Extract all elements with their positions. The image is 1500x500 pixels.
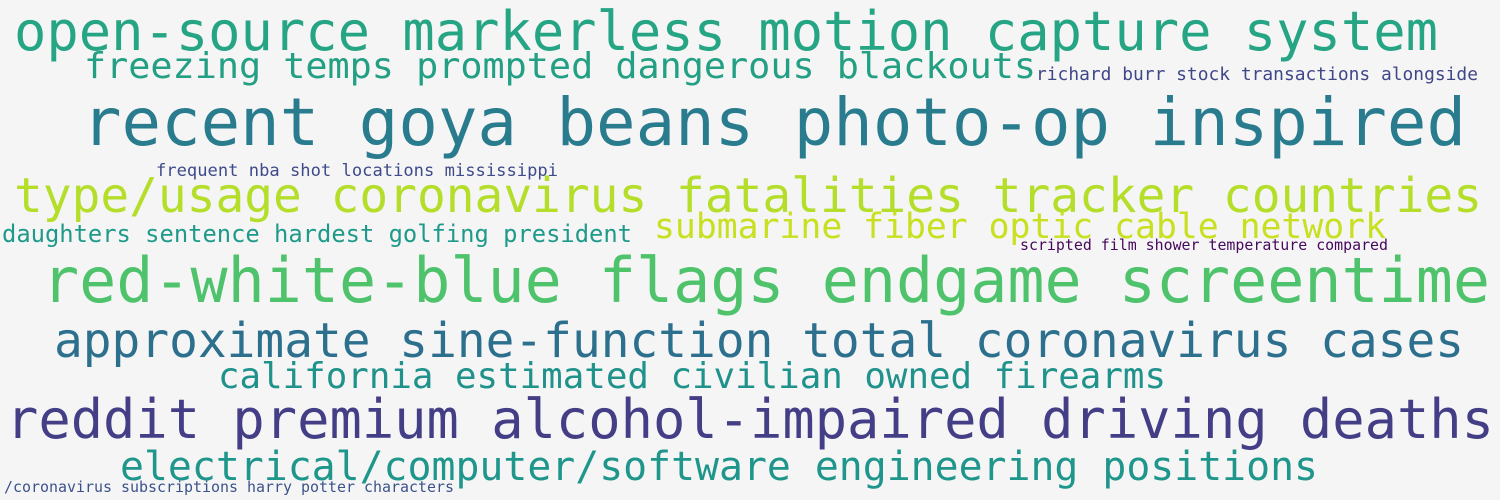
phrase: daughters sentence hardest golfing presi… — [2, 220, 632, 248]
phrase: richard burr stock transactions alongsid… — [1036, 64, 1478, 85]
phrase: electrical/computer/software engineering… — [120, 444, 1318, 490]
phrase: open-source markerless motion capture sy… — [14, 0, 1438, 63]
phrase: scripted film shower temperature compare… — [1020, 236, 1388, 254]
phrase: approximate sine-function total coronavi… — [54, 313, 1464, 369]
phrase: recent goya beans photo-op inspired — [82, 84, 1466, 161]
phrase: california estimated civilian owned fire… — [218, 356, 1166, 397]
phrase: freezing temps prompted dangerous blacko… — [84, 46, 1036, 87]
phrase: frequent nba shot locations mississippi — [156, 161, 558, 181]
phrase: /coronavirus subscriptions harry potter … — [4, 478, 454, 496]
phrase: reddit premium alcohol-impaired driving … — [6, 388, 1494, 451]
phrase: type/usage coronavirus fatalities tracke… — [14, 168, 1482, 224]
phrase: red-white-blue flags endgame screentime — [42, 244, 1490, 317]
phrase: submarine fiber optic cable network — [654, 207, 1386, 247]
